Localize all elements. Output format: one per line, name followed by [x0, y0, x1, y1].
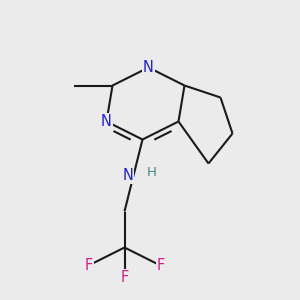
Text: F: F: [84, 258, 93, 273]
Text: H: H: [147, 166, 157, 179]
Text: N: N: [143, 60, 154, 75]
Text: N: N: [123, 168, 134, 183]
Text: F: F: [156, 258, 165, 273]
Text: N: N: [101, 114, 112, 129]
Text: F: F: [120, 270, 129, 285]
